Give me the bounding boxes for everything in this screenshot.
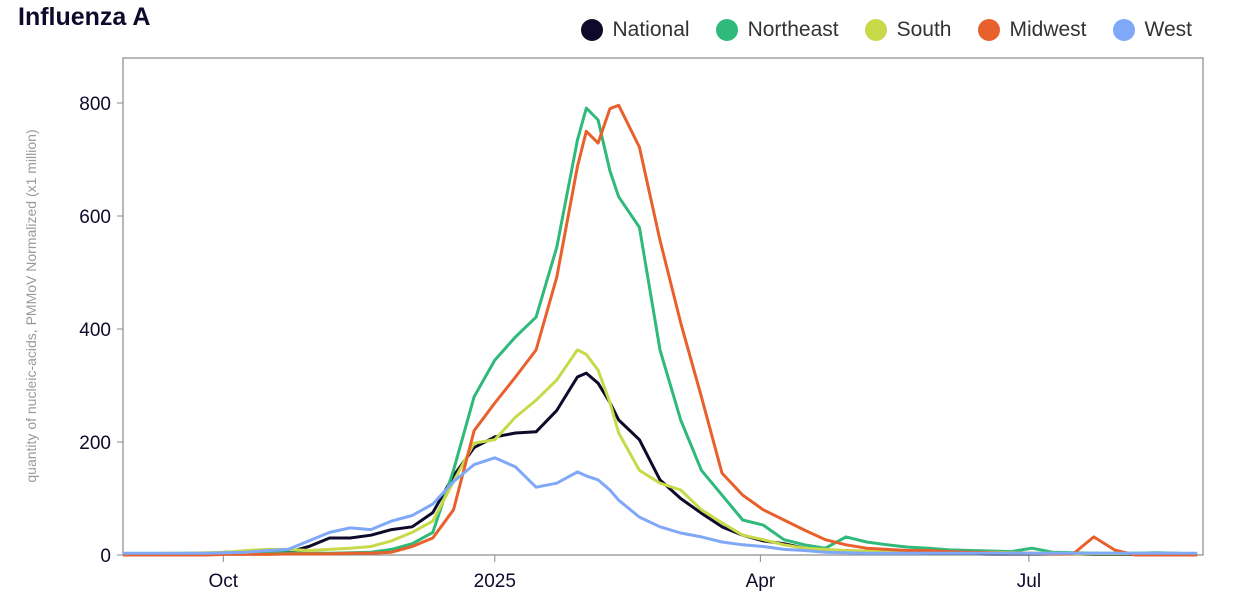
legend-swatch [864,19,887,41]
legend-swatch [977,19,1000,41]
legend-swatch [580,19,603,41]
x-tick-label: Jul [1017,571,1041,592]
legend-item-national[interactable]: National [580,18,690,42]
y-tick-label: 0 [100,546,111,567]
legend: National Northeast South Midwest West [580,18,1192,42]
legend-label: South [896,18,952,41]
legend-label: Northeast [747,18,839,41]
x-tick-label: Oct [209,571,239,592]
chart-title: Influenza A [18,3,151,31]
x-tick-label: Apr [746,571,776,592]
y-tick-label: 200 [79,433,111,454]
series-line-northeast [123,106,1198,556]
series-line-west [123,456,1198,555]
legend-label: Midwest [1009,18,1087,41]
y-axis-label: quantity of nucleic-acids, PMMoV Normali… [23,129,39,482]
legend-item-south[interactable]: South [864,18,952,42]
legend-item-northeast[interactable]: Northeast [715,18,839,42]
x-tick-label: 2025 [474,571,516,592]
series-line-south [123,348,1198,556]
legend-label: National [612,18,690,41]
y-tick-label: 600 [79,207,111,228]
y-tick-label: 800 [79,94,111,115]
legend-swatch [715,19,738,41]
legend-item-midwest[interactable]: Midwest [977,18,1087,42]
plot-frame [122,57,1204,556]
legend-swatch [1112,19,1135,41]
y-tick-label: 400 [79,320,111,341]
legend-label: West [1144,18,1192,41]
legend-item-west[interactable]: West [1112,18,1192,42]
series-line-midwest [123,103,1198,557]
